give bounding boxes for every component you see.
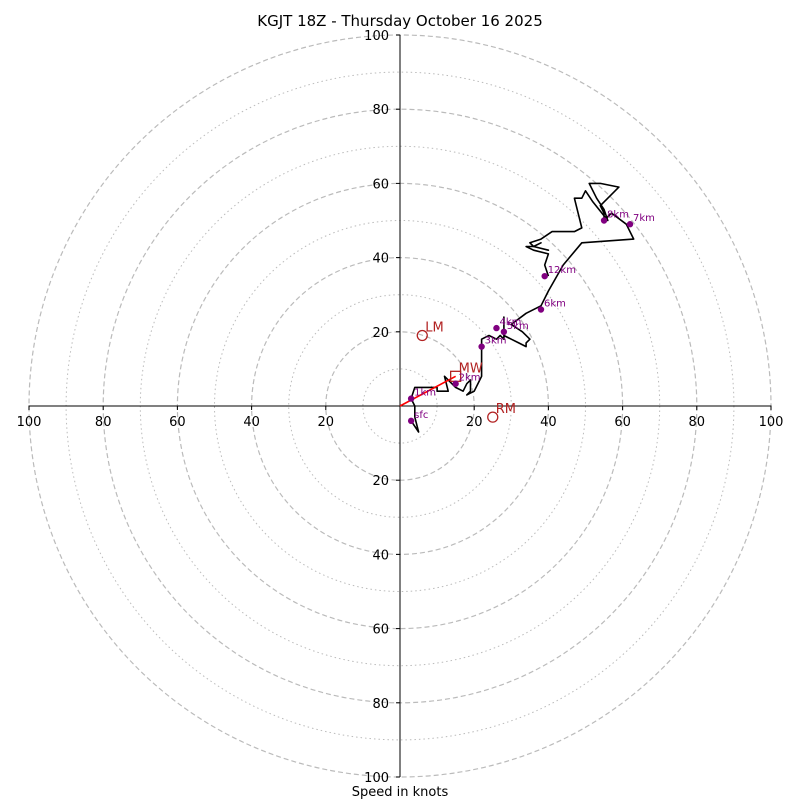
y-tick-label: 100: [364, 771, 389, 786]
height-label-8km: 8km: [607, 210, 629, 221]
height-point-5km: [500, 328, 508, 335]
storm-motion-label-lm: LM: [425, 321, 443, 336]
height-label-sfc: sfc: [414, 410, 428, 421]
height-label-4km: 4km: [499, 317, 521, 328]
y-tick-label: 40: [372, 548, 389, 563]
y-tick-label: 20: [372, 474, 389, 489]
chart-title: KGJT 18Z - Thursday October 16 2025: [257, 12, 542, 30]
y-tick-label: 20: [372, 326, 389, 341]
height-label-3km: 3km: [485, 336, 507, 347]
height-point-8km: [600, 217, 608, 224]
height-label-2km: 2km: [459, 373, 481, 384]
x-tick-label: 40: [540, 415, 557, 430]
height-label-12km: 12km: [548, 265, 576, 276]
height-point-3km: [478, 343, 485, 350]
height-point-7km: [626, 221, 634, 228]
y-tick-label: 100: [364, 29, 389, 44]
tick-labels: 100 80 60 40 20 20 40 60 80 100 100 80 60 40 20 20 40 60 8…: [17, 29, 784, 786]
storm-motion-marker-lm: [416, 329, 428, 342]
storm-motion-group: LM RM MW: [416, 321, 516, 423]
x-tick-label: 100: [759, 415, 784, 430]
x-axis-label: Speed in knots: [352, 785, 449, 800]
y-tick-label: 80: [372, 103, 389, 118]
y-tick-label: 40: [372, 252, 389, 267]
x-tick-label: 20: [318, 415, 335, 430]
hodograph-trace: [410, 182, 635, 433]
x-tick-label: 60: [614, 415, 631, 430]
height-point-12km: [541, 272, 548, 280]
height-label-5km: 5km: [507, 321, 529, 332]
storm-motion-marker-rm: [487, 411, 499, 423]
x-tick-label: 100: [17, 415, 42, 430]
storm-motion-label-rm: RM: [496, 402, 516, 417]
height-point-4km: [493, 324, 500, 332]
y-tick-label: 80: [372, 697, 389, 712]
height-point-6km: [537, 306, 545, 313]
y-tick-label: 60: [372, 177, 389, 192]
height-label-6km: 6km: [544, 299, 566, 310]
height-label-7km: 7km: [633, 213, 655, 224]
height-label-1km: 1km: [414, 388, 436, 399]
hodograph-trace-group: [410, 182, 635, 433]
x-tick-label: 80: [689, 415, 706, 430]
x-tick-label: 40: [243, 415, 260, 430]
storm-motion-label-mw: MW: [459, 361, 483, 376]
x-tick-label: 80: [95, 415, 112, 430]
height-point-1km: [407, 395, 415, 402]
y-tick-label: 60: [372, 623, 389, 638]
x-tick-label: 60: [169, 415, 186, 430]
height-point-sfc: [407, 417, 415, 425]
height-point-2km: [452, 380, 459, 387]
x-tick-label: 20: [466, 415, 483, 430]
